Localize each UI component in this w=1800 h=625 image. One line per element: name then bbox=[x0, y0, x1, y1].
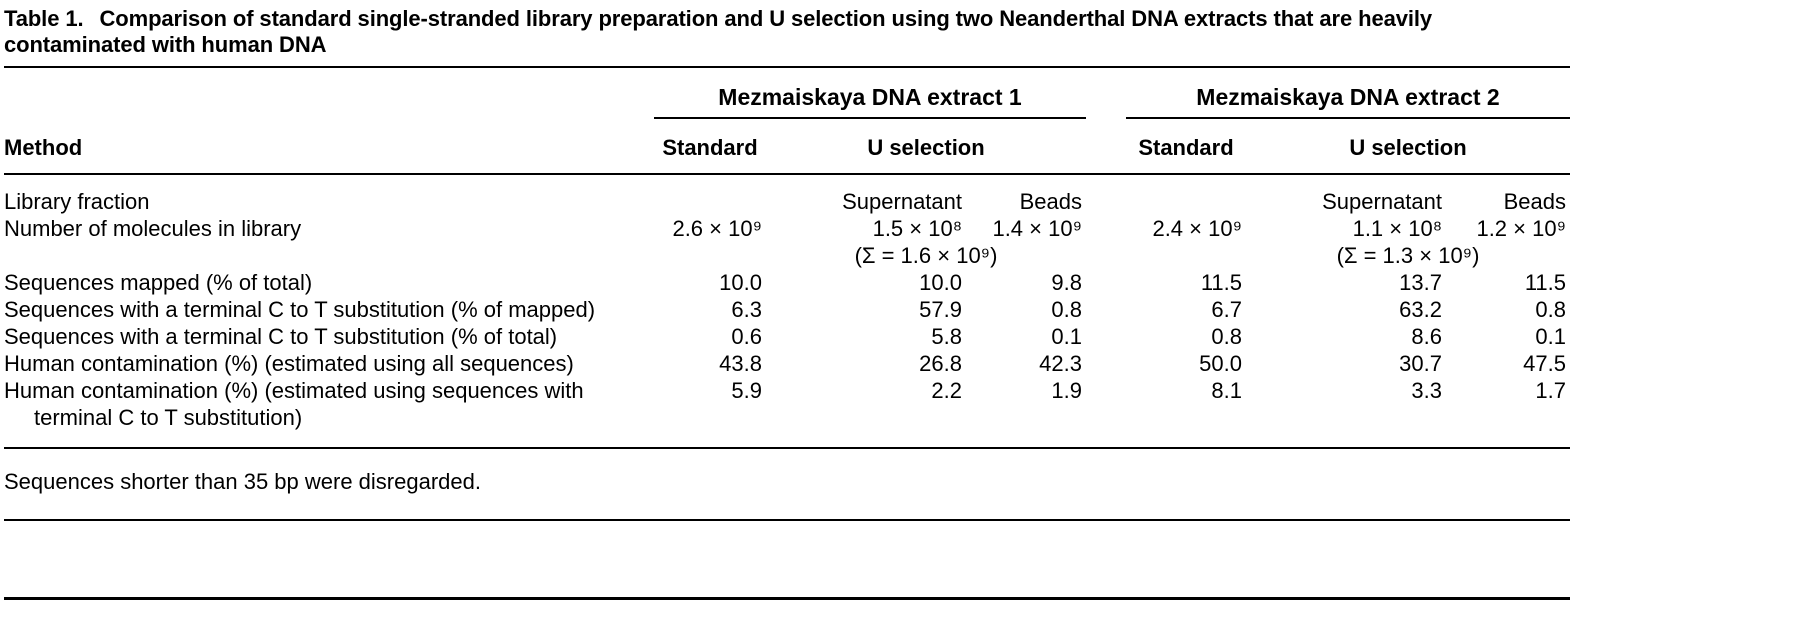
table-cell: 0.1 bbox=[1051, 324, 1082, 349]
data-table: Mezmaiskaya DNA extract 1 Mezmaiskaya DN… bbox=[4, 68, 1570, 449]
table-cell: 10.0 bbox=[719, 270, 762, 295]
spacer-cell bbox=[1086, 68, 1126, 118]
table-cell: 0.1 bbox=[1535, 324, 1566, 349]
table-title: Comparison of standard single-stranded l… bbox=[4, 6, 1433, 57]
spacer-cell bbox=[654, 242, 766, 269]
spacer-cell bbox=[1086, 118, 1126, 175]
table-cell: 13.7 bbox=[1399, 270, 1442, 295]
row-label: Number of molecules in library bbox=[4, 216, 302, 241]
table-cell: 1.2 × 10⁹ bbox=[1476, 216, 1566, 241]
column-header-u-selection-1: U selection bbox=[766, 118, 1086, 175]
spacer-cell bbox=[1086, 377, 1126, 449]
table-footnote: Sequences shorter than 35 bp were disreg… bbox=[4, 449, 1570, 521]
table-cell: 11.5 bbox=[1200, 270, 1242, 295]
table-cell: 0.8 bbox=[1211, 324, 1242, 349]
table-cell: 11.5 bbox=[1524, 270, 1566, 295]
table-caption: Table 1. Comparison of standard single-st… bbox=[4, 6, 1570, 68]
spacer-cell bbox=[1126, 242, 1246, 269]
table-cell: 5.9 bbox=[654, 377, 766, 449]
table-row-molecules-in-library: Number of molecules in library 2.6 × 10⁹… bbox=[4, 215, 1570, 242]
spacer-cell bbox=[1086, 174, 1126, 215]
table-cell bbox=[1126, 174, 1246, 215]
table-cell: Supernatant bbox=[842, 189, 962, 214]
table-cell: 0.8 bbox=[1535, 297, 1566, 322]
table-cell: 0.6 bbox=[731, 324, 762, 349]
table-cell: 0.8 bbox=[1051, 297, 1082, 322]
table-cell: 2.2 bbox=[766, 377, 966, 449]
table-cell: 1.7 bbox=[1446, 377, 1570, 449]
row-label: Human contamination (%) (estimated using… bbox=[4, 377, 654, 449]
group-header-extract-2: Mezmaiskaya DNA extract 2 bbox=[1126, 68, 1570, 119]
table-row-human-contamination-ct: Human contamination (%) (estimated using… bbox=[4, 377, 1570, 449]
spacer-cell bbox=[1086, 296, 1126, 323]
table-cell: 2.4 × 10⁹ bbox=[1152, 216, 1242, 241]
table-cell: 6.7 bbox=[1211, 297, 1242, 322]
table-cell: 57.9 bbox=[919, 297, 962, 322]
table-cell: 8.6 bbox=[1411, 324, 1442, 349]
table-number-label: Table 1. bbox=[4, 6, 84, 31]
row-label: Sequences with a terminal C to T substit… bbox=[4, 324, 558, 349]
table-cell: 9.8 bbox=[1051, 270, 1082, 295]
page-bottom-rule bbox=[4, 597, 1570, 600]
table-cell: Beads bbox=[1503, 189, 1566, 214]
table-cell: 1.9 bbox=[966, 377, 1086, 449]
group-header-row: Mezmaiskaya DNA extract 1 Mezmaiskaya DN… bbox=[4, 68, 1570, 119]
table-cell: 1.4 × 10⁹ bbox=[992, 216, 1082, 241]
table-cell: 63.2 bbox=[1399, 297, 1442, 322]
row-label: Sequences mapped (% of total) bbox=[4, 270, 313, 295]
table-cell: 26.8 bbox=[919, 351, 962, 376]
table-row-library-fraction: Library fraction Supernatant Beads Super… bbox=[4, 174, 1570, 215]
spacer-cell bbox=[1086, 242, 1126, 269]
table-cell: 43.8 bbox=[719, 351, 762, 376]
column-header-method: Method bbox=[4, 118, 654, 175]
table-cell: 5.8 bbox=[931, 324, 962, 349]
table-cell: 30.7 bbox=[1399, 351, 1442, 376]
table-cell: 50.0 bbox=[1199, 351, 1242, 376]
column-header-row: Method Standard U selection Standard U s… bbox=[4, 118, 1570, 175]
table-row-ct-substitution-total: Sequences with a terminal C to T substit… bbox=[4, 323, 1570, 350]
table-cell: 3.3 bbox=[1246, 377, 1446, 449]
sigma-sum-extract-2: (Σ = 1.3 × 10⁹) bbox=[1336, 243, 1480, 268]
table-cell: 2.6 × 10⁹ bbox=[672, 216, 762, 241]
table-row-human-contamination-all: Human contamination (%) (estimated using… bbox=[4, 350, 1570, 377]
table-cell: 47.5 bbox=[1523, 351, 1566, 376]
table-cell: 42.3 bbox=[1039, 351, 1082, 376]
table-cell bbox=[654, 174, 766, 215]
table-cell: Supernatant bbox=[1322, 189, 1442, 214]
sigma-sum-extract-1: (Σ = 1.6 × 10⁹) bbox=[854, 243, 998, 268]
table-row-sequences-mapped: Sequences mapped (% of total) 10.0 10.0 … bbox=[4, 269, 1570, 296]
spacer-cell bbox=[1086, 350, 1126, 377]
column-header-standard-2: Standard bbox=[1126, 118, 1246, 175]
row-label: Library fraction bbox=[4, 189, 150, 214]
table-cell: 1.5 × 10⁸ bbox=[872, 216, 962, 241]
table-cell: 1.1 × 10⁸ bbox=[1352, 216, 1442, 241]
spacer-cell bbox=[4, 68, 654, 118]
row-label bbox=[4, 242, 654, 269]
column-header-u-selection-2: U selection bbox=[1246, 118, 1570, 175]
table-cell: Beads bbox=[1019, 189, 1082, 214]
table-row-ct-substitution-mapped: Sequences with a terminal C to T substit… bbox=[4, 296, 1570, 323]
table-cell: 8.1 bbox=[1126, 377, 1246, 449]
table-cell: 10.0 bbox=[919, 270, 962, 295]
table-cell: 6.3 bbox=[731, 297, 762, 322]
spacer-cell bbox=[1086, 269, 1126, 296]
row-label: Sequences with a terminal C to T substit… bbox=[4, 297, 596, 322]
spacer-cell bbox=[1086, 215, 1126, 242]
group-header-extract-1: Mezmaiskaya DNA extract 1 bbox=[654, 68, 1086, 119]
table-row-sigma-sums: (Σ = 1.6 × 10⁹) (Σ = 1.3 × 10⁹) bbox=[4, 242, 1570, 269]
row-label: Human contamination (%) (estimated using… bbox=[4, 351, 574, 376]
column-header-standard-1: Standard bbox=[654, 118, 766, 175]
paper-table-figure: Table 1. Comparison of standard single-st… bbox=[4, 6, 1570, 600]
spacer-cell bbox=[1086, 323, 1126, 350]
